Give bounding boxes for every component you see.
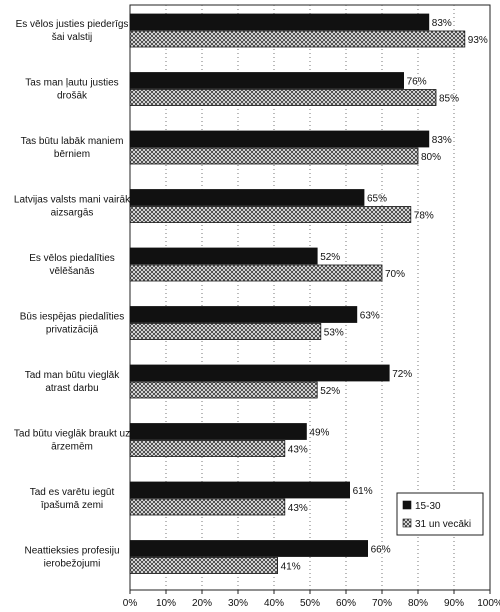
value-labels: 83% 93% 76% 85% 83% 80% 65% 78% 52% 70% 63% 53% 72% 5… <box>281 18 488 573</box>
category-label-line: Neattieksies profesiju <box>24 546 119 557</box>
x-tick-label: 50% <box>300 598 320 609</box>
category-label-line: ierobežojumi <box>44 559 101 570</box>
category-label: Būs iespējas piedalīties privatizācijā <box>20 312 125 336</box>
x-tick-label: 20% <box>192 598 212 609</box>
category-label-line: Es vēlos piedalīties <box>29 253 115 264</box>
category-label-line: drošāk <box>57 91 88 102</box>
bar-series-1 <box>129 72 405 89</box>
data-label: 61% <box>353 486 373 497</box>
bar-series-1 <box>129 423 307 440</box>
category-label-line: vēlēšanās <box>49 266 94 277</box>
bar-series-2 <box>129 381 318 399</box>
legend-swatch <box>402 500 412 510</box>
category-label: Es vēlos justies piederīgs šai valstij <box>16 19 129 43</box>
category-label: Tas man ļautu justies drošāk <box>25 78 118 102</box>
data-label: 72% <box>392 369 412 380</box>
data-label: 52% <box>320 386 340 397</box>
bar-series-2 <box>129 206 412 223</box>
category-label-line: bērniem <box>54 149 90 160</box>
data-label: 85% <box>439 94 459 105</box>
data-label: 70% <box>385 269 405 280</box>
legend-swatch <box>402 518 412 528</box>
data-label: 65% <box>367 194 387 205</box>
data-label: 80% <box>421 152 441 163</box>
category-label: Tad es varētu iegūt īpašumā zemi <box>30 487 115 511</box>
data-label: 63% <box>360 311 380 322</box>
bar-series-2 <box>129 30 466 48</box>
data-label: 93% <box>468 35 488 46</box>
data-label: 41% <box>281 562 301 573</box>
legend-label: 31 un vecāki <box>415 519 471 530</box>
data-label: 52% <box>320 252 340 263</box>
legend-box <box>396 492 484 536</box>
legend: 15-30 31 un vecāki <box>396 492 484 536</box>
x-tick-label: 90% <box>444 598 464 609</box>
x-tick-label: 40% <box>264 598 284 609</box>
bar-series-2 <box>129 440 286 457</box>
category-label-line: Tad man būtu vieglāk <box>25 370 121 381</box>
data-label: 76% <box>407 77 427 88</box>
category-label-line: īpašumā zemi <box>41 500 103 511</box>
category-label-line: šai valstij <box>52 32 93 43</box>
x-tick-label: 60% <box>336 598 356 609</box>
bar-series-2 <box>129 147 419 165</box>
category-labels: Es vēlos justies piederīgs šai valstij Tas… <box>14 19 131 570</box>
data-label: 83% <box>432 135 452 146</box>
category-label: Tad būtu vieglāk braukt uz ārzemēm <box>14 429 130 453</box>
category-label-line: privatizācijā <box>46 325 99 336</box>
bar-series-1 <box>129 306 358 323</box>
category-label: Tad man būtu vieglāk atrast darbu <box>25 370 121 394</box>
x-tick-label: 0% <box>123 598 138 609</box>
bar-group <box>129 13 466 574</box>
legend-label: 15-30 <box>415 501 441 512</box>
bar-series-1 <box>129 540 369 557</box>
category-label-line: ārzemēm <box>51 442 93 453</box>
x-tick-label: 10% <box>156 598 176 609</box>
data-label: 43% <box>288 503 308 514</box>
category-label: Neattieksies profesiju ierobežojumi <box>24 546 119 570</box>
data-label: 53% <box>324 328 344 339</box>
data-label: 66% <box>371 545 391 556</box>
bar-series-1 <box>129 364 390 382</box>
bar-series-1 <box>129 247 318 265</box>
category-label-line: Tas man ļautu justies <box>25 78 118 89</box>
category-label-line: atrast darbu <box>45 383 98 394</box>
bar-series-1 <box>129 481 351 499</box>
data-label: 78% <box>414 211 434 222</box>
category-label: Tas būtu labāk maniem bērniem <box>21 136 124 160</box>
category-label: Es vēlos piedalīties vēlēšanās <box>29 253 115 277</box>
category-label-line: Tad būtu vieglāk braukt uz <box>14 429 130 440</box>
x-tick-label: 30% <box>228 598 248 609</box>
data-label: 83% <box>432 18 452 29</box>
category-label-line: Tas būtu labāk maniem <box>21 136 124 147</box>
x-tick-label: 70% <box>372 598 392 609</box>
bar-series-2 <box>129 323 322 340</box>
category-label-line: Es vēlos justies piederīgs <box>16 19 129 30</box>
data-label: 49% <box>309 428 329 439</box>
bar-series-2 <box>129 557 279 574</box>
bar-series-2 <box>129 264 383 282</box>
data-label: 43% <box>288 445 308 456</box>
category-label: Latvijas valsts mani vairāk aizsargās <box>14 195 131 219</box>
bar-series-1 <box>129 189 365 206</box>
bar-series-1 <box>129 13 430 31</box>
category-label-line: Latvijas valsts mani vairāk <box>14 195 131 206</box>
x-tick-label: 80% <box>408 598 428 609</box>
x-tick-label: 100% <box>477 598 500 609</box>
category-label-line: aizsargās <box>51 208 94 219</box>
x-axis-ticks: 0% 10% 20% 30% 40% 50% 60% 70% 80% 90% 100% <box>123 590 500 609</box>
bar-series-1 <box>129 130 430 148</box>
category-label-line: Tad es varētu iegūt <box>30 487 115 498</box>
bar-series-2 <box>129 89 437 106</box>
category-label-line: Būs iespējas piedalīties <box>20 312 125 323</box>
bar-series-2 <box>129 498 286 516</box>
